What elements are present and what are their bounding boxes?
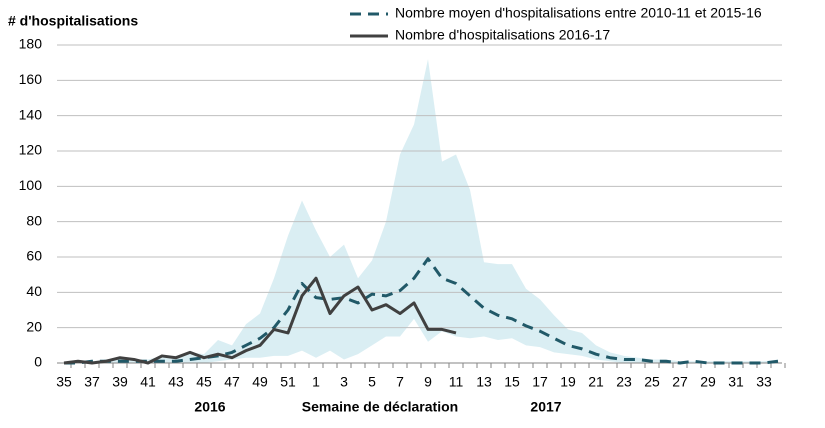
y-tick-label: 20 [26, 318, 42, 334]
x-tick-label: 25 [644, 374, 660, 390]
x-tick-label: 3 [340, 374, 348, 390]
y-tick-label: 120 [19, 142, 43, 158]
x-tick-label: 23 [616, 374, 632, 390]
y-tick-label: 140 [19, 106, 43, 122]
x-tick-label: 15 [504, 374, 520, 390]
x-tick-label: 13 [476, 374, 492, 390]
x-tick-label: 21 [588, 374, 604, 390]
x-tick-label: 29 [700, 374, 716, 390]
x-axis-label: Semaine de déclaration [302, 399, 458, 415]
y-tick-label: 0 [34, 354, 42, 370]
y-tick-label: 80 [26, 212, 42, 228]
x-tick-label: 41 [140, 374, 156, 390]
x-tick-label: 9 [424, 374, 432, 390]
x-tick-label: 43 [168, 374, 184, 390]
x-tick-label: 47 [224, 374, 240, 390]
x-tick-label: 31 [728, 374, 744, 390]
x-tick-label: 27 [672, 374, 688, 390]
x-tick-label: 51 [280, 374, 296, 390]
series-line [63, 276, 457, 365]
x-tick-label: 49 [252, 374, 268, 390]
x-tick-label: 5 [368, 374, 376, 390]
y-tick-label: 180 [19, 36, 43, 52]
y-axis-label: # d'hospitalisations [8, 13, 138, 29]
y-tick-label: 100 [19, 177, 43, 193]
legend-label: Nombre moyen d'hospitalisations entre 20… [395, 5, 762, 21]
x-tick-label: 1 [312, 374, 320, 390]
x-tick-label: 45 [196, 374, 212, 390]
annotation: 2016 [194, 399, 225, 415]
x-tick-label: 7 [396, 374, 404, 390]
x-tick-label: 39 [112, 374, 128, 390]
annotation: 2017 [530, 399, 561, 415]
y-tick-label: 60 [26, 248, 42, 264]
x-tick-label: 37 [84, 374, 100, 390]
y-tick-label: 40 [26, 283, 42, 299]
x-tick-label: 11 [449, 374, 464, 390]
x-tick-label: 35 [56, 374, 72, 390]
range-band [64, 59, 778, 364]
x-tick-label: 17 [532, 374, 548, 390]
y-tick-label: 160 [19, 71, 43, 87]
x-tick-label: 19 [560, 374, 576, 390]
legend-label: Nombre d'hospitalisations 2016-17 [395, 27, 610, 43]
x-tick-label: 33 [756, 374, 772, 390]
